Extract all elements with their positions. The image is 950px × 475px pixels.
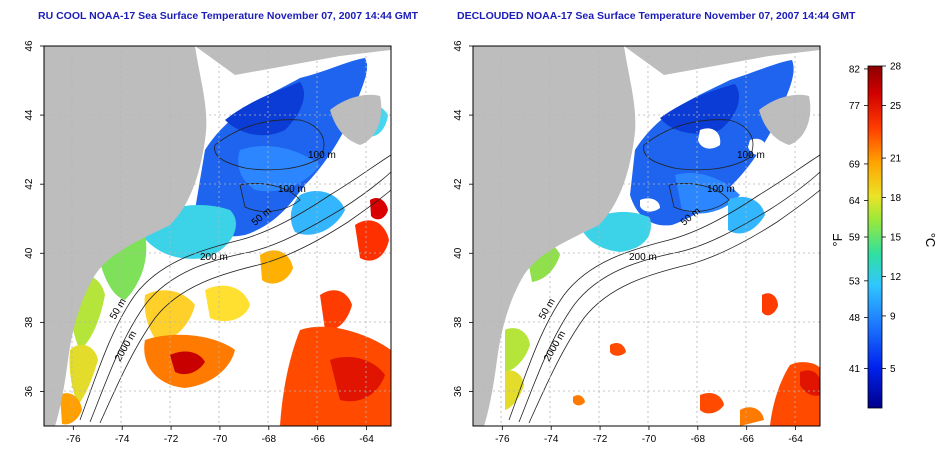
land-north-left bbox=[44, 46, 391, 75]
isobath-label: 200 m bbox=[629, 252, 657, 263]
right-map-panel: 100 m 100 m 50 m 200 m 50 m 2000 m -76 -7… bbox=[453, 40, 821, 445]
colorbar: 28 25 21 18 15 12 9 5 82 77 69 64 59 53 48 41 °F °C bbox=[830, 62, 938, 409]
x-tick-label: -74 bbox=[544, 434, 559, 445]
map-frame-left bbox=[43, 45, 392, 427]
x-tick-label: -76 bbox=[495, 434, 510, 445]
isobaths-left bbox=[79, 119, 391, 424]
y-tick-label: 42 bbox=[453, 178, 464, 190]
x-tick-label: -68 bbox=[262, 434, 277, 445]
y-tick-label: 40 bbox=[453, 247, 464, 259]
y-tick-label: 44 bbox=[24, 109, 35, 121]
isobath-label: 100 m bbox=[707, 184, 735, 195]
celsius-tick-label: 5 bbox=[890, 364, 896, 375]
celsius-tick-label: 15 bbox=[890, 233, 902, 244]
land-nova-scotia-left bbox=[330, 94, 382, 145]
land-north-right bbox=[473, 46, 820, 75]
celsius-tick-label: 28 bbox=[890, 62, 902, 73]
x-tick-label: -70 bbox=[213, 434, 228, 445]
isobath-label: 200 m bbox=[200, 252, 228, 263]
isobaths-right bbox=[508, 119, 820, 424]
y-tick-label: 36 bbox=[24, 385, 35, 397]
land-west-left bbox=[44, 46, 207, 426]
y-tick-label: 38 bbox=[453, 316, 464, 328]
x-tick-label: -64 bbox=[788, 434, 803, 445]
colorbar-ticks: 28 25 21 18 15 12 9 5 82 77 69 64 59 53 48 41 bbox=[849, 62, 902, 376]
fahrenheit-tick-label: 41 bbox=[849, 364, 861, 375]
land-nova-scotia-right bbox=[759, 94, 811, 145]
grid-right bbox=[473, 46, 820, 426]
x-tick-label: -68 bbox=[691, 434, 706, 445]
x-tick-label: -66 bbox=[310, 434, 325, 445]
x-tick-label: -74 bbox=[115, 434, 130, 445]
fahrenheit-tick-label: 64 bbox=[849, 196, 861, 207]
y-tick-label: 46 bbox=[24, 40, 35, 52]
fahrenheit-tick-label: 77 bbox=[849, 101, 861, 112]
celsius-tick-label: 18 bbox=[890, 193, 902, 204]
fahrenheit-tick-label: 53 bbox=[849, 276, 861, 287]
colorbar-ramp bbox=[867, 65, 883, 409]
fahrenheit-tick-label: 59 bbox=[849, 233, 861, 244]
x-tick-label: -70 bbox=[642, 434, 657, 445]
x-tick-label: -76 bbox=[66, 434, 81, 445]
grid-left bbox=[44, 46, 391, 426]
celsius-tick-label: 12 bbox=[890, 272, 902, 283]
isobath-label: 100 m bbox=[737, 150, 765, 161]
celsius-tick-label: 21 bbox=[890, 154, 902, 165]
x-tick-label: -72 bbox=[593, 434, 608, 445]
fahrenheit-tick-label: 69 bbox=[849, 159, 861, 170]
fahrenheit-label: °F bbox=[830, 233, 845, 246]
x-tick-label: -66 bbox=[739, 434, 754, 445]
celsius-tick-label: 9 bbox=[890, 311, 896, 322]
map-frame-right bbox=[472, 45, 821, 427]
left-map-panel: 100 m 100 m 50 m 200 m 50 m 2000 m -76 -7… bbox=[24, 40, 392, 445]
axis-ticks-right: -76 -74 -72 -70 -68 -66 -64 46 44 42 40 38 36 bbox=[453, 40, 803, 445]
x-tick-label: -72 bbox=[164, 434, 179, 445]
y-tick-label: 38 bbox=[24, 316, 35, 328]
y-tick-label: 44 bbox=[453, 109, 464, 121]
celsius-label: °C bbox=[923, 233, 938, 248]
y-tick-label: 42 bbox=[24, 178, 35, 190]
y-tick-label: 40 bbox=[24, 247, 35, 259]
isobath-label: 100 m bbox=[308, 150, 336, 161]
axis-ticks-left: -76 -74 -72 -70 -68 -66 -64 46 44 42 40 38 36 bbox=[24, 40, 374, 445]
x-tick-label: -64 bbox=[359, 434, 374, 445]
fahrenheit-tick-label: 48 bbox=[849, 313, 861, 324]
fahrenheit-tick-label: 82 bbox=[849, 64, 861, 75]
right-panel-title: DECLOUDED NOAA-17 Sea Surface Temperatur… bbox=[457, 10, 856, 22]
isobath-label: 100 m bbox=[278, 184, 306, 195]
celsius-tick-label: 25 bbox=[890, 101, 902, 112]
land-west-right bbox=[473, 46, 636, 426]
y-tick-label: 36 bbox=[453, 385, 464, 397]
y-tick-label: 46 bbox=[453, 40, 464, 52]
left-panel-title: RU COOL NOAA-17 Sea Surface Temperature … bbox=[38, 10, 419, 22]
